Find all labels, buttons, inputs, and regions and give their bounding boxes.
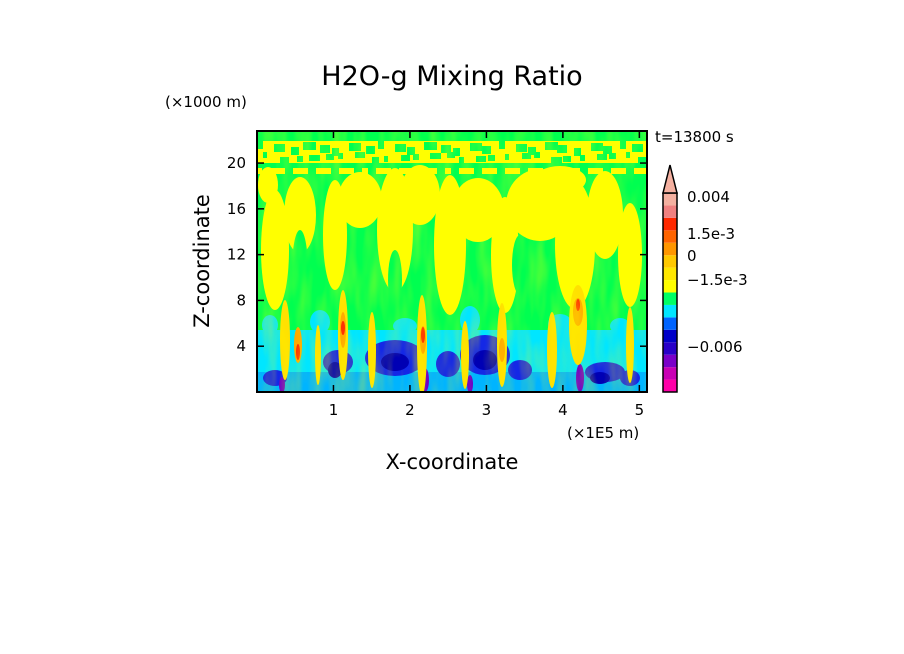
colorbar: 0.004 1.5e-3 0 −1.5e-3 −0.006 [662, 164, 748, 393]
time-label: t=13800 s [655, 128, 734, 146]
y-tick-label: 8 [236, 291, 246, 309]
y-unit-label: (×1000 m) [165, 93, 247, 111]
x-tick-label: 4 [558, 401, 568, 419]
colorbar-swatch [663, 255, 677, 268]
colorbar-swatch [663, 304, 677, 318]
x-tick-label: 3 [482, 401, 492, 419]
colorbar-swatch [663, 267, 677, 281]
colorbar-swatch [663, 329, 677, 343]
colorbar-swatch [663, 379, 677, 392]
colorbar-swatch [663, 292, 677, 305]
y-tick-label: 12 [227, 246, 246, 264]
x-unit-label: (×1E5 m) [567, 424, 639, 442]
colorbar-extend-arrow [662, 164, 678, 194]
y-axis-label: Z-coordinate [190, 194, 214, 328]
colorbar-swatch [663, 317, 677, 330]
colorbar-label: −1.5e-3 [687, 271, 748, 289]
colorbar-swatch [663, 280, 677, 293]
colorbar-label: 0 [687, 247, 697, 265]
x-axis-label: X-coordinate [386, 450, 519, 474]
colorbar-swatch [663, 217, 677, 231]
colorbar-swatch [663, 242, 677, 256]
colorbar-label: 1.5e-3 [687, 225, 735, 243]
y-tick-label: 4 [236, 337, 246, 355]
colorbar-label: −0.006 [687, 338, 743, 356]
heatmap-field [257, 131, 647, 392]
x-tick-label: 2 [405, 401, 415, 419]
field-texture [257, 131, 647, 392]
colorbar-swatch [663, 230, 677, 243]
y-tick-label: 16 [227, 200, 246, 218]
colorbar-swatch [663, 354, 677, 368]
colorbar-swatch [663, 342, 677, 355]
y-axis-ticks: 4 8 12 16 20 [227, 154, 647, 355]
colorbar-swatch [663, 205, 677, 218]
colorbar-swatch [663, 193, 677, 206]
x-tick-label: 1 [329, 401, 339, 419]
plot-frame [256, 130, 648, 393]
chart-title: H2O-g Mixing Ratio [321, 61, 582, 92]
x-axis-ticks: 1 2 3 4 5 [329, 131, 644, 419]
colorbar-swatch [663, 367, 677, 380]
colorbar-label: 0.004 [687, 188, 730, 206]
x-tick-label: 5 [635, 401, 645, 419]
y-tick-label: 20 [227, 154, 246, 172]
